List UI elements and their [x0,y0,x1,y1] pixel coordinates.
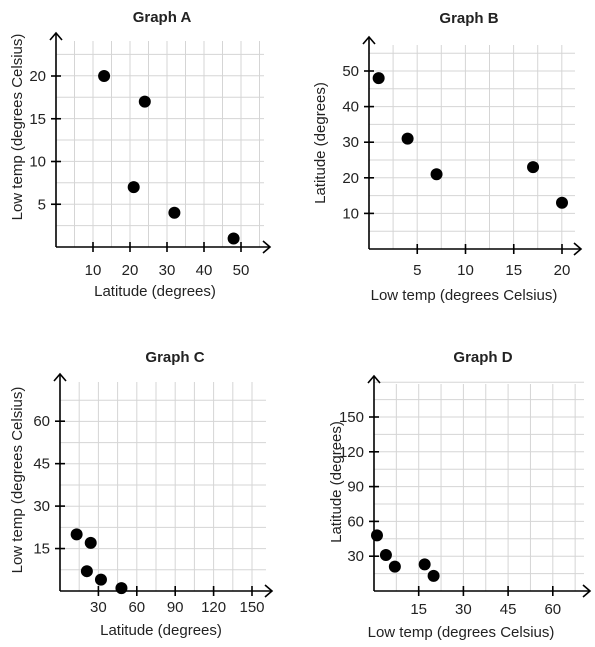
data-point [527,161,540,174]
y-axis-arrow-icon [362,35,376,45]
data-point [372,72,385,85]
axes [362,35,583,256]
axes [367,374,592,598]
x-tick-label: 30 [455,601,472,618]
grid [374,381,584,591]
x-axis-label: Latitude (degrees) [94,283,216,300]
x-tick-label: 15 [505,262,522,279]
y-tick-label: 10 [342,205,359,222]
x-tick-label: 20 [554,262,571,279]
data-point [115,582,128,595]
grid [60,382,266,591]
graph-title: Graph C [145,349,204,366]
data-point [84,536,97,549]
data-point [379,549,392,562]
x-tick-label: 90 [167,599,184,616]
x-tick-label: 60 [128,599,145,616]
y-tick-label: 60 [33,413,50,430]
y-tick-label: 120 [339,444,364,461]
x-axis-arrow-icon [262,240,272,254]
y-tick-label: 60 [347,513,364,530]
y-tick-label: 50 [342,63,359,80]
x-axis-label: Latitude (degrees) [100,622,222,639]
y-tick-label: 150 [339,409,364,426]
y-tick-label: 20 [29,68,46,85]
x-tick-label: 10 [457,262,474,279]
data-point [556,196,568,209]
data-point [430,168,443,181]
y-axis-label: Low temp (degrees Celsius) [9,34,26,221]
x-tick-label: 5 [413,262,421,279]
data-point [227,232,240,245]
x-tick-label: 45 [500,601,517,618]
grid [56,41,264,247]
x-axis-label: Low temp (degrees Celsius) [371,287,558,304]
y-tick-label: 15 [29,111,46,128]
graph-panel-2: 5 10 15 20 10 20 30 40 50 Graph B Low temp (degree… [312,10,583,304]
x-axis-arrow-icon [573,242,583,256]
y-tick-label: 10 [29,154,46,171]
axes [53,372,274,598]
data-point [418,558,431,571]
graph-panel-4: 15 30 45 60 30 60 90 120 150 Graph D Low temp (deg… [328,349,592,641]
x-tick-label: 150 [239,599,264,616]
x-tick-label: 50 [233,262,250,279]
y-axis-label: Latitude (degrees) [312,82,329,204]
y-axis-label: Low temp (degrees Celsius) [9,387,26,574]
x-tick-label: 30 [90,599,107,616]
y-tick-label: 20 [342,170,359,187]
data-point [98,70,111,82]
data-point [370,529,383,542]
graph-title: Graph A [133,9,192,26]
data-point [388,560,401,573]
y-tick-label: 45 [33,456,50,473]
y-tick-label: 40 [342,99,359,116]
data-point [94,573,107,586]
y-tick-label: 30 [342,134,359,151]
y-tick-label: 5 [38,196,46,213]
y-tick-label: 90 [347,479,364,496]
data-point [138,95,151,108]
y-axis-arrow-icon [53,372,67,382]
y-tick-label: 30 [347,548,364,565]
y-axis-arrow-icon [49,31,63,41]
data-point [427,569,440,582]
y-axis-label: Latitude (degrees) [328,421,345,543]
x-tick-label: 10 [85,262,102,279]
graph-panel-3: 30 60 90 120 150 15 30 45 60 Graph C Latitude (deg… [9,349,274,639]
y-tick-label: 15 [33,541,50,558]
x-tick-label: 120 [201,599,226,616]
x-tick-label: 20 [122,262,139,279]
axes [49,31,272,254]
data-point [80,565,93,578]
x-tick-label: 60 [544,601,561,618]
x-axis-arrow-icon [582,584,592,598]
x-tick-label: 30 [159,262,176,279]
data-point [401,132,414,145]
x-tick-label: 40 [196,262,213,279]
x-axis-arrow-icon [264,584,274,598]
y-axis-arrow-icon [367,374,381,384]
graph-title: Graph B [439,10,498,27]
y-tick-label: 30 [33,498,50,515]
grid [369,45,575,249]
data-point [70,528,83,541]
data-point [127,181,140,194]
data-point [168,206,181,219]
x-axis-label: Low temp (degrees Celsius) [368,624,555,641]
graph-panel-1: 10 20 30 40 50 5 10 15 20 Graph A Latitude (degree… [9,9,272,300]
graph-title: Graph D [453,349,512,366]
x-tick-label: 15 [410,601,427,618]
